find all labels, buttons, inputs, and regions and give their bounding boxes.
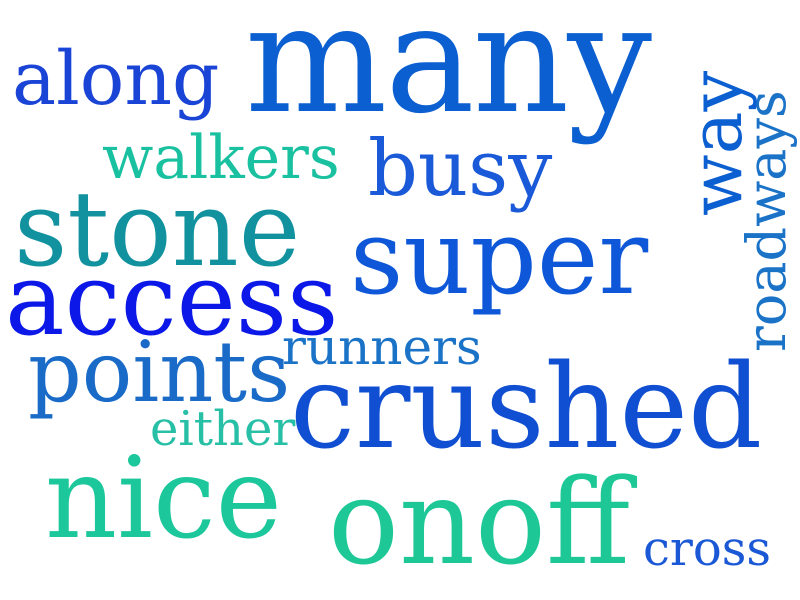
word-onoff: onoff bbox=[328, 453, 630, 591]
word-many: many bbox=[245, 0, 652, 147]
word-walkers: walkers bbox=[102, 123, 340, 193]
word-busy: busy bbox=[368, 124, 553, 214]
word-roadways: roadways bbox=[735, 90, 798, 352]
word-along: along bbox=[12, 36, 220, 122]
word-nice: nice bbox=[45, 434, 282, 564]
word-points: points bbox=[28, 323, 291, 421]
word-cross: cross bbox=[643, 521, 771, 577]
word-super: super bbox=[350, 196, 649, 318]
word-access: access bbox=[5, 241, 339, 358]
word-stone: stone bbox=[14, 168, 301, 290]
word-crushed: crushed bbox=[290, 340, 763, 475]
word-runners: runners bbox=[282, 318, 482, 376]
word-either: either bbox=[150, 401, 296, 457]
